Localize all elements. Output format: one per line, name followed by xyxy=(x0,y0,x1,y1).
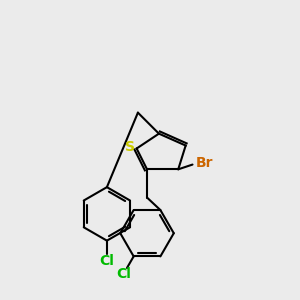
Text: S: S xyxy=(125,140,135,154)
Text: Cl: Cl xyxy=(116,267,131,280)
Text: Cl: Cl xyxy=(100,254,114,268)
Text: Br: Br xyxy=(196,156,214,170)
